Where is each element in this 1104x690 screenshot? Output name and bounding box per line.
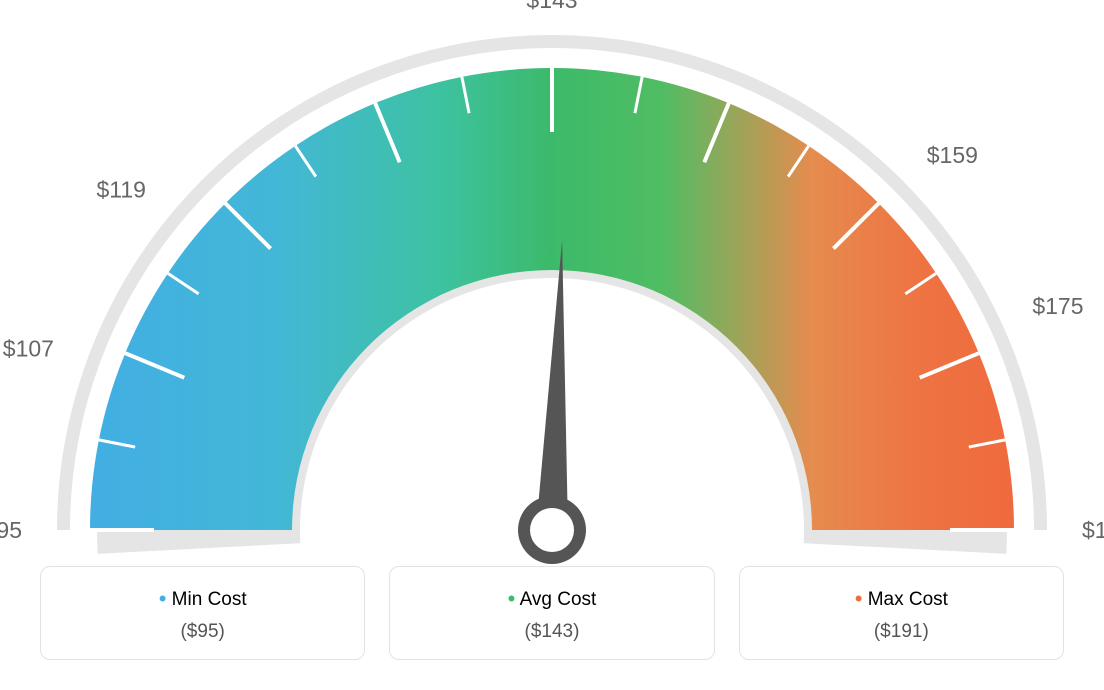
gauge-chart: $95 $107 $119 $143 $159 $175 $191	[0, 0, 1104, 565]
svg-text:$191: $191	[1082, 517, 1104, 543]
svg-text:$159: $159	[927, 142, 978, 168]
legend-avg-value: ($143)	[402, 621, 701, 643]
legend-avg-title: • Avg Cost	[402, 585, 701, 611]
svg-text:$143: $143	[526, 0, 577, 13]
svg-text:$119: $119	[97, 176, 146, 202]
legend-row: • Min Cost ($95) • Avg Cost ($143) • Max…	[40, 566, 1064, 660]
legend-card-max: • Max Cost ($191)	[739, 566, 1064, 660]
legend-max-title: • Max Cost	[752, 585, 1051, 611]
legend-max-label: Max Cost	[868, 589, 948, 610]
legend-card-avg: • Avg Cost ($143)	[389, 566, 714, 660]
svg-text:$107: $107	[3, 336, 54, 362]
legend-card-min: • Min Cost ($95)	[40, 566, 365, 660]
svg-text:$175: $175	[1032, 293, 1083, 319]
dot-icon: •	[508, 586, 516, 611]
legend-max-value: ($191)	[752, 621, 1051, 643]
svg-text:$95: $95	[0, 517, 22, 543]
dot-icon: •	[855, 586, 863, 611]
legend-min-value: ($95)	[53, 621, 352, 643]
legend-min-label: Min Cost	[172, 589, 247, 610]
dot-icon: •	[159, 586, 167, 611]
legend-min-title: • Min Cost	[53, 585, 352, 611]
legend-avg-label: Avg Cost	[520, 589, 597, 610]
